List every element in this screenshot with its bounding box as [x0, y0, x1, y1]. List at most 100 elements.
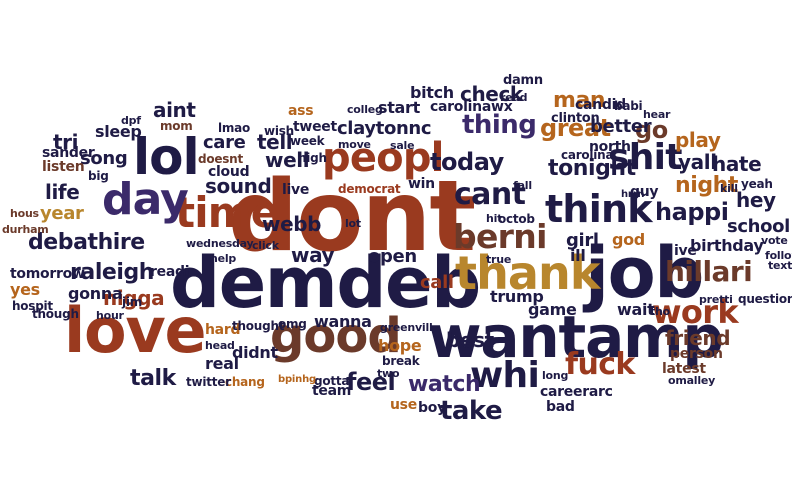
- word-listen: listen: [42, 159, 85, 175]
- word-twitter: twitter: [186, 375, 231, 389]
- word-guy: guy: [630, 184, 659, 200]
- word-thought: thought: [232, 319, 285, 333]
- word-carolinawx: carolinawx: [430, 99, 513, 115]
- word-today: today: [430, 148, 504, 176]
- word-big: big: [88, 169, 109, 183]
- word-talk: talk: [130, 366, 176, 391]
- word-love: love: [64, 294, 207, 367]
- word-way: way: [291, 243, 335, 267]
- word-lmao: lmao: [218, 121, 250, 135]
- word-text: text: [768, 259, 792, 272]
- word-hit: hit: [486, 212, 503, 225]
- word-girl: girl: [566, 230, 599, 251]
- word-follow: follow: [765, 249, 792, 262]
- word-wantamp: wantamp: [428, 303, 724, 371]
- word-tri: tri: [53, 130, 79, 154]
- word-damn: damn: [503, 73, 543, 88]
- word-webb: webb: [262, 212, 322, 236]
- word-bad: bad: [546, 399, 575, 415]
- word-school: school: [727, 216, 790, 237]
- word-think: think: [545, 187, 653, 231]
- word-latest: latest: [662, 361, 706, 377]
- word-claytonnc: claytonnc: [337, 118, 432, 139]
- word-kill: kill: [720, 182, 738, 195]
- word-carolina: carolina: [561, 148, 614, 162]
- word-birthday: birthday: [690, 236, 764, 255]
- word-person: person: [670, 346, 723, 362]
- word-debathire: debathire: [28, 230, 145, 255]
- word-night: night: [675, 173, 738, 198]
- word-tonight: tonight: [548, 156, 636, 181]
- word-lot: lot: [345, 217, 361, 230]
- word-peopl: peopl: [322, 135, 444, 181]
- word-fall: fall: [513, 179, 532, 192]
- word-aint: aint: [153, 98, 196, 122]
- word-team: team: [312, 383, 352, 399]
- word-job: job: [585, 232, 704, 314]
- word-gotta: gotta: [314, 374, 350, 388]
- word-hey: hey: [736, 188, 776, 212]
- word-wednesday: wednesday: [186, 237, 254, 250]
- word-hate: hate: [712, 152, 762, 176]
- word-ill: ill: [570, 246, 586, 265]
- word-head: head: [205, 339, 235, 352]
- word-check: check: [460, 82, 523, 106]
- word-year: year: [40, 203, 84, 224]
- word-pretti: pretti: [699, 293, 733, 306]
- word-well: well: [265, 148, 310, 172]
- word-boy: boy: [418, 400, 446, 416]
- word-great: great: [540, 114, 611, 142]
- word-careerarc: careerarc: [540, 384, 613, 400]
- word-chang: chang: [225, 375, 265, 389]
- word-open: open: [368, 246, 417, 267]
- word-tell: tell: [257, 130, 293, 154]
- word-jim: jim: [122, 295, 143, 309]
- word-wait: wait: [617, 300, 655, 319]
- word-high: high: [298, 151, 327, 165]
- word-omalley: omalley: [668, 374, 716, 387]
- word-vote: vote: [761, 234, 788, 247]
- word-go: go: [635, 116, 668, 144]
- word-shit: shit: [608, 137, 682, 178]
- word-long: long: [542, 369, 569, 382]
- word-real: real: [205, 354, 239, 373]
- word-durham: durham: [2, 223, 49, 236]
- word-sound: sound: [205, 174, 272, 198]
- word-raleigh: raleigh: [70, 260, 155, 285]
- word-hospit: hospit: [12, 299, 53, 313]
- word-care: care: [203, 132, 246, 153]
- word-time: time: [175, 188, 279, 237]
- word-friend: friend: [665, 326, 731, 350]
- word-sander: sander: [42, 145, 95, 161]
- word-demdeb: demdeb: [170, 242, 481, 324]
- word-sleep: sleep: [95, 122, 142, 141]
- word-thing: thing: [462, 110, 537, 140]
- word-nigga: nigga: [103, 286, 165, 310]
- word-berni: berni: [453, 217, 547, 256]
- word-help: help: [210, 252, 237, 265]
- word-hillari: hillari: [665, 255, 753, 288]
- word-song: song: [80, 148, 128, 169]
- word-hear: hear: [643, 108, 671, 121]
- word-god: god: [612, 230, 645, 249]
- word-live: live: [282, 182, 310, 198]
- word-whi: whi: [470, 355, 540, 396]
- word-mom: mom: [160, 119, 193, 133]
- word-break: break: [382, 354, 420, 368]
- word-clinton: clinton: [551, 111, 600, 126]
- word-wish: wish: [264, 124, 294, 138]
- word-didnt: didnt: [232, 343, 278, 362]
- word-true: true: [486, 253, 512, 266]
- word-thank: thank: [455, 246, 600, 300]
- word-yes: yes: [10, 280, 40, 299]
- word-greenvill: greenvill: [380, 321, 433, 334]
- word-ive: ive: [674, 243, 697, 259]
- word-omg: omg: [278, 317, 307, 331]
- word-bitch: bitch: [410, 83, 454, 102]
- word-move: move: [338, 138, 371, 151]
- word-use: use: [390, 397, 417, 413]
- word-north: north: [589, 139, 631, 155]
- word-start: start: [378, 98, 420, 117]
- word-work: work: [652, 293, 739, 331]
